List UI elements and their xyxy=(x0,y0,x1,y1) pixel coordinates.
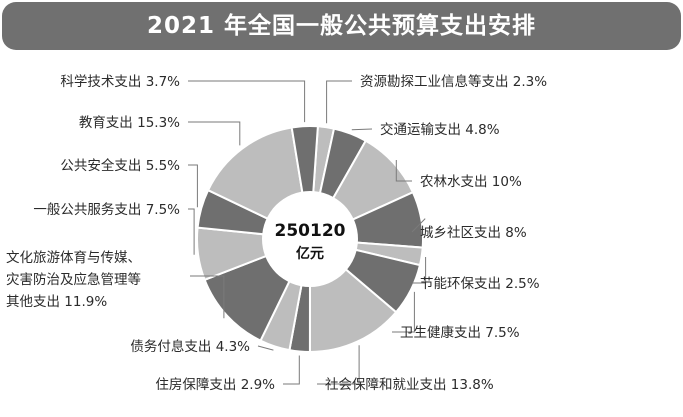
slice-label: 农林水支出 10% xyxy=(420,174,522,190)
slice-label: 其他支出 11.9% xyxy=(6,294,107,310)
slice-label: 教育支出 15.3% xyxy=(79,115,180,131)
slice-label: 资源勘探工业信息等支出 2.3% xyxy=(360,73,547,90)
donut-hole xyxy=(262,191,358,287)
leader-line xyxy=(412,257,427,284)
center-total-value: 250120 xyxy=(275,221,346,241)
slice-label: 住房保障支出 2.9% xyxy=(155,377,275,393)
slice-label: 文化旅游体育与传媒、 xyxy=(6,250,141,266)
leader-line xyxy=(317,345,360,385)
slice-label: 节能环保支出 2.5% xyxy=(420,276,540,292)
slice-label: 一般公共服务支出 7.5% xyxy=(33,202,180,218)
slice-label: 社会保障和就业支出 13.8% xyxy=(325,377,494,393)
leader-line xyxy=(283,355,300,385)
slice-labels: 资源勘探工业信息等支出 2.3% 交通运输支出 4.8% 农林水支出 10% 城乡社区… xyxy=(6,73,547,393)
slice-label: 卫生健康支出 7.5% xyxy=(400,324,520,341)
slice-label: 灾害防治及应急管理等 xyxy=(6,271,141,288)
leader-line xyxy=(395,160,412,182)
leader-line xyxy=(351,128,373,131)
slice-label: 科学技术支出 3.7% xyxy=(60,74,180,90)
leader-line xyxy=(326,80,352,124)
slice-label: 公共安全支出 5.5% xyxy=(60,157,180,174)
leader-line xyxy=(257,345,274,351)
leader-line xyxy=(188,80,306,123)
leader-line xyxy=(188,164,198,208)
slice-label: 交通运输支出 4.8% xyxy=(380,121,500,138)
title-bar: 2021 年全国一般公共预算支出安排 xyxy=(2,2,681,50)
leader-line xyxy=(392,291,415,333)
slice-label: 城乡社区支出 8% xyxy=(420,225,527,241)
slice-label: 债务付息支出 4.3% xyxy=(130,338,250,355)
center-total-unit: 亿元 xyxy=(296,245,324,262)
leader-line xyxy=(190,275,225,319)
leader-line xyxy=(188,208,195,255)
leader-line xyxy=(188,121,241,146)
leader-lines xyxy=(188,80,427,385)
chart-title: 2021 年全国一般公共预算支出安排 xyxy=(146,13,537,39)
leader-line xyxy=(411,218,426,233)
